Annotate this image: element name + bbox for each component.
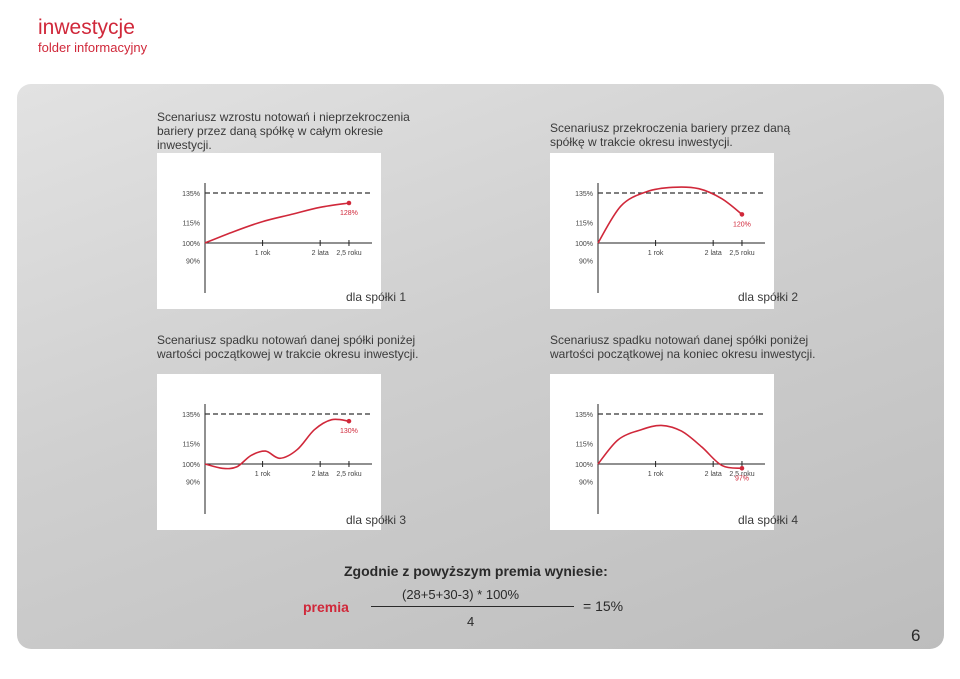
- chart-spolka-3: 135% 115% 100% 90% 1 rok 2 lata 2,5 roku 130%: [157, 374, 381, 530]
- y-tick-label: 115%: [183, 221, 200, 228]
- chart-svg: 135% 115% 100% 90% 1 rok 2 lata 2,5 roku 120%: [575, 183, 765, 293]
- y-tick-label: 115%: [576, 442, 593, 449]
- chart-spolka-2: 135% 115% 100% 90% 1 rok 2 lata 2,5 roku 120%: [550, 153, 774, 309]
- y-tick-label: 100%: [575, 241, 593, 248]
- y-tick-label: 135%: [575, 412, 593, 419]
- chart-spolka-1: 135% 115% 100% 90% 1 rok 2 lata 2,5 roku 128%: [157, 153, 381, 309]
- fraction-line: [371, 606, 574, 607]
- end-value-label: 120%: [733, 221, 751, 228]
- series-line: [597, 186, 743, 244]
- y-tick-label: 90%: [579, 479, 593, 486]
- scenario-3-description: Scenariusz spadku notowań danej spółki p…: [157, 333, 419, 361]
- series-line: [204, 202, 350, 244]
- x-tick-label: 1 rok: [648, 471, 664, 478]
- series-line: [204, 418, 350, 470]
- y-tick-label: 100%: [575, 462, 593, 469]
- y-tick-label: 135%: [182, 191, 200, 198]
- chart-svg: 135% 115% 100% 90% 1 rok 2 lata 2,5 roku 128%: [182, 183, 372, 293]
- header-subtitle: folder informacyjny: [38, 40, 148, 55]
- end-point: [346, 418, 352, 424]
- y-tick-label: 115%: [183, 442, 200, 449]
- y-tick-label: 90%: [186, 479, 200, 486]
- end-value-label: 128%: [340, 210, 358, 217]
- x-tick-label: 1 rok: [255, 471, 271, 478]
- end-point: [739, 465, 745, 471]
- end-value-label: 97%: [735, 475, 749, 482]
- x-tick-label: 2,5 roku: [336, 250, 361, 257]
- y-tick-label: 90%: [579, 258, 593, 265]
- chart-3-caption: dla spółki 3: [346, 513, 407, 527]
- end-value-label: 130%: [340, 428, 358, 435]
- x-tick-label: 2 lata: [312, 250, 329, 257]
- header-title: inwestycje: [38, 16, 135, 39]
- formula-numerator: (28+5+30-3) * 100%: [402, 587, 520, 602]
- x-tick-label: 1 rok: [648, 250, 664, 257]
- y-tick-label: 135%: [182, 412, 200, 419]
- chart-spolka-4: 135% 115% 100% 90% 1 rok 2 lata 2,5 roku 97%: [550, 374, 774, 530]
- scenario-1-description: Scenariusz wzrostu notowań i nieprzekroc…: [157, 110, 410, 152]
- scenario-2-description: Scenariusz przekroczenia bariery przez d…: [550, 121, 791, 149]
- x-tick-label: 1 rok: [255, 250, 271, 257]
- x-tick-label: 2,5 roku: [729, 250, 754, 257]
- x-tick-label: 2 lata: [705, 471, 722, 478]
- chart-4-caption: dla spółki 4: [738, 513, 799, 527]
- chart-svg: 135% 115% 100% 90% 1 rok 2 lata 2,5 roku 130%: [182, 404, 372, 514]
- premium-label: premia: [303, 599, 349, 615]
- x-tick-label: 2 lata: [705, 250, 722, 257]
- scenario-4-description: Scenariusz spadku notowań danej spółki p…: [550, 333, 816, 361]
- end-point: [739, 212, 745, 217]
- chart-1-caption: dla spółki 1: [346, 290, 407, 304]
- chart-2-caption: dla spółki 2: [738, 290, 799, 304]
- formula-denominator: 4: [467, 614, 475, 629]
- y-tick-label: 100%: [182, 241, 200, 248]
- y-tick-label: 115%: [576, 221, 593, 228]
- x-tick-label: 2,5 roku: [336, 471, 361, 478]
- x-tick-label: 2,5 roku: [729, 471, 754, 478]
- x-tick-label: 2 lata: [312, 471, 329, 478]
- formula-result: = 15%: [583, 598, 624, 614]
- premium-conclusion: Zgodnie z powyższym premia wyniesie:: [344, 563, 608, 579]
- y-tick-label: 90%: [186, 258, 200, 265]
- y-tick-label: 100%: [182, 462, 200, 469]
- series-line: [597, 424, 743, 470]
- end-point: [346, 200, 352, 206]
- page-number: 6: [911, 626, 921, 645]
- y-tick-label: 135%: [575, 191, 593, 198]
